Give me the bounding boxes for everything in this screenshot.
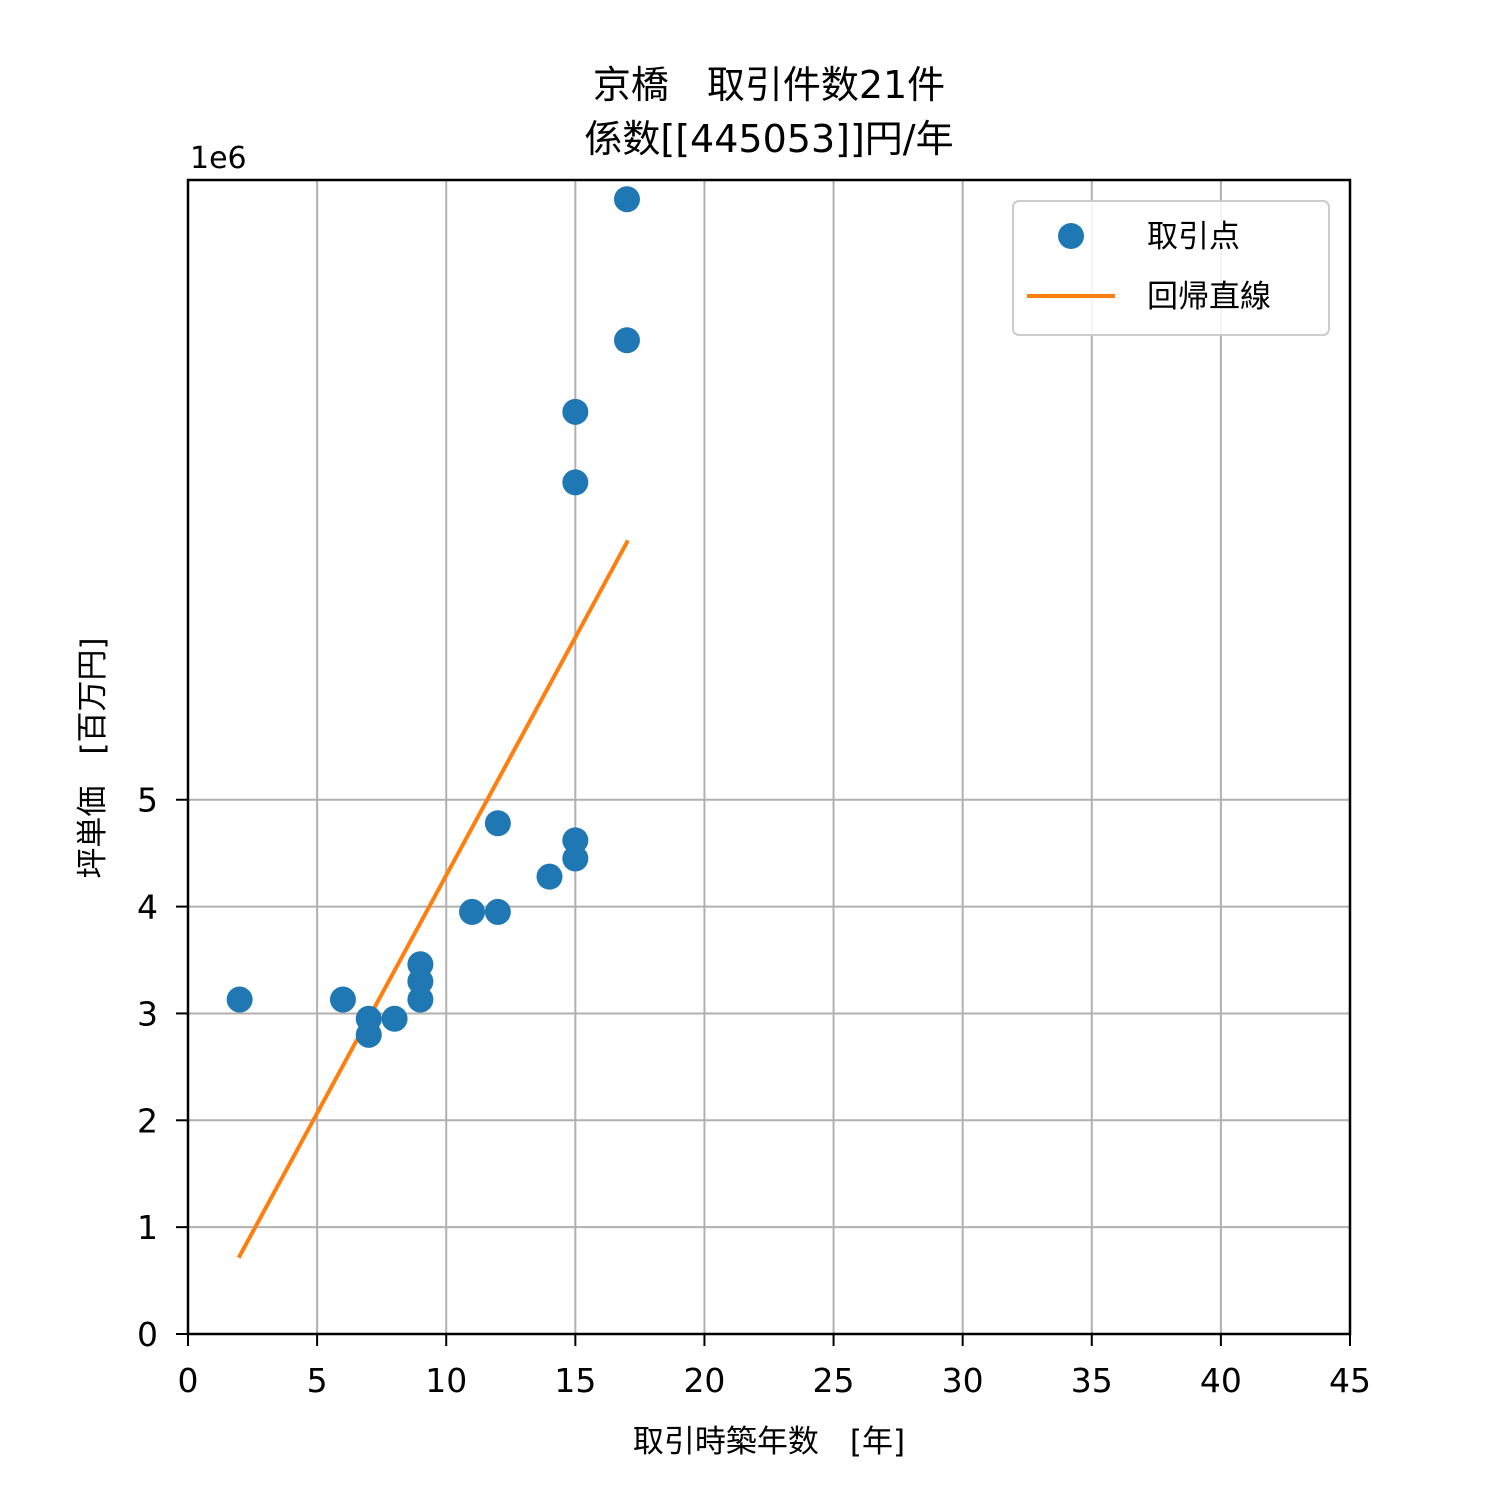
- x-tick-label-8: 40: [1200, 1361, 1242, 1400]
- y-tick-label-0: 0: [137, 1315, 158, 1354]
- data-point-4: [381, 1005, 408, 1032]
- data-point-15: [562, 398, 589, 425]
- data-point-7: [407, 986, 434, 1013]
- legend-label-points: 取引点: [1147, 219, 1240, 255]
- data-point-11: [536, 863, 563, 890]
- data-point-3: [355, 1021, 382, 1048]
- y-axis-label: 坪単価 [百万円]: [75, 637, 111, 878]
- chart-title-line2: 係数[[445053]]円/年: [584, 117, 953, 161]
- data-point-9: [484, 898, 511, 925]
- x-tick-label-0: 0: [178, 1361, 199, 1400]
- legend-label-line: 回帰直線: [1147, 279, 1271, 315]
- regression-line: [236, 539, 630, 1259]
- x-tick-label-5: 25: [813, 1361, 855, 1400]
- data-point-0: [226, 986, 253, 1013]
- legend-marker-points: [1058, 223, 1084, 249]
- x-ticks: 0 5 10 15 20 25 30 35 40 45: [178, 1334, 1371, 1400]
- chart-title-line1: 京橋 取引件数21件: [593, 63, 945, 107]
- scatter-series: [226, 186, 640, 1048]
- data-point-6: [407, 968, 434, 995]
- y-exponent-label: 1e6: [190, 141, 247, 176]
- y-tick-label-5: 5: [137, 781, 158, 820]
- x-axis-label: 取引時築年数 [年]: [633, 1424, 905, 1460]
- plot-frame: [186, 178, 1352, 1336]
- axes: [186, 178, 1352, 1336]
- y-tick-label-3: 3: [137, 994, 158, 1033]
- data-point-14: [562, 469, 589, 496]
- x-tick-label-2: 10: [425, 1361, 467, 1400]
- legend-box: [1012, 200, 1330, 336]
- x-tick-label-4: 20: [683, 1361, 725, 1400]
- data-point-12: [562, 845, 589, 872]
- grid: [188, 180, 1350, 1334]
- x-tick-label-7: 35: [1071, 1361, 1113, 1400]
- legend: 取引点 回帰直線: [1012, 200, 1330, 336]
- data-point-10: [484, 810, 511, 837]
- data-point-17: [613, 186, 640, 213]
- y-ticks: 0 1 2 3 4 5: [137, 781, 188, 1354]
- x-tick-label-1: 5: [307, 1361, 328, 1400]
- data-point-8: [459, 898, 486, 925]
- x-tick-label-6: 30: [942, 1361, 984, 1400]
- data-point-13: [562, 827, 589, 854]
- data-point-16: [613, 327, 640, 354]
- data-point-1: [329, 986, 356, 1013]
- y-tick-label-1: 1: [137, 1208, 158, 1247]
- x-tick-label-3: 15: [554, 1361, 596, 1400]
- x-tick-label-9: 45: [1329, 1361, 1371, 1400]
- regression-line-series: [236, 539, 630, 1259]
- y-tick-label-4: 4: [137, 888, 158, 927]
- y-tick-label-2: 2: [137, 1101, 158, 1140]
